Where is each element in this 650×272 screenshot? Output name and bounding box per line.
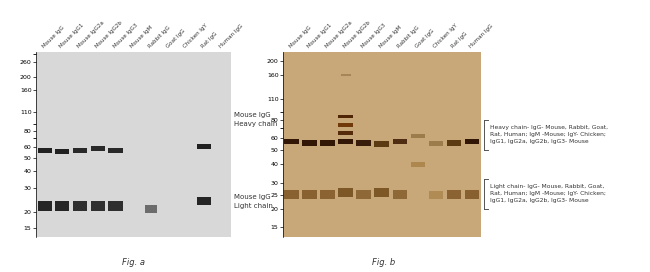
Text: Chicken IgY: Chicken IgY (183, 23, 209, 49)
Text: Mouse IgG: Mouse IgG (41, 25, 65, 49)
Text: Mouse IgM: Mouse IgM (378, 25, 402, 49)
Text: Mouse IgG1: Mouse IgG1 (306, 23, 333, 49)
Bar (339, 115, 353, 119)
Text: Mouse IgG2b: Mouse IgG2b (94, 20, 123, 49)
Text: Goat IgG: Goat IgG (415, 28, 435, 49)
Text: Mouse IgG2a: Mouse IgG2a (324, 20, 353, 49)
Bar (73, 202, 87, 211)
Bar (284, 139, 299, 144)
Bar (73, 148, 87, 153)
Text: Mouse IgG2a: Mouse IgG2a (77, 20, 105, 49)
Text: Human IgG: Human IgG (469, 23, 494, 49)
Text: Fig. b: Fig. b (372, 258, 395, 267)
Bar (197, 144, 211, 149)
Text: Mouse IgM: Mouse IgM (130, 25, 154, 49)
Text: Fig. a: Fig. a (122, 258, 145, 267)
Bar (55, 202, 70, 211)
Bar (284, 190, 299, 199)
Text: Rat IgG: Rat IgG (201, 31, 218, 49)
Text: Mouse IgG1: Mouse IgG1 (58, 23, 85, 49)
Bar (393, 190, 408, 199)
Bar (320, 190, 335, 199)
Bar (374, 188, 389, 196)
Bar (411, 162, 425, 167)
Text: Mouse IgG3: Mouse IgG3 (112, 23, 138, 49)
Bar (428, 191, 443, 199)
Bar (411, 134, 425, 138)
Bar (339, 131, 353, 135)
Text: Heavy chain- IgG- Mouse, Rabbit, Goat,
Rat, Human; IgM -Mouse; IgY- Chicken;
IgG: Heavy chain- IgG- Mouse, Rabbit, Goat, R… (490, 125, 608, 144)
Bar (38, 202, 52, 211)
Bar (341, 75, 351, 76)
Bar (91, 146, 105, 151)
Bar (356, 190, 371, 199)
Bar (320, 140, 335, 146)
Text: Chicken IgY: Chicken IgY (432, 23, 458, 49)
Bar (447, 140, 461, 146)
Bar (55, 149, 70, 154)
Text: Goat IgG: Goat IgG (165, 28, 186, 49)
Bar (428, 141, 443, 146)
Bar (38, 148, 52, 153)
Text: Rat IgG: Rat IgG (450, 31, 469, 49)
Bar (145, 205, 157, 213)
Bar (447, 190, 461, 199)
Bar (109, 202, 123, 211)
Text: Rabbit IgG: Rabbit IgG (148, 25, 172, 49)
Bar (339, 139, 353, 144)
Bar (91, 202, 105, 211)
Text: Human IgG: Human IgG (218, 23, 244, 49)
Bar (393, 139, 408, 144)
Text: Light chain- IgG- Mouse, Rabbit, Goat,
Rat, Human; IgM -Mouse; IgY- Chicken;
IgG: Light chain- IgG- Mouse, Rabbit, Goat, R… (490, 184, 606, 203)
Text: Mouse IgG
Heavy chain: Mouse IgG Heavy chain (234, 112, 278, 127)
Text: Mouse IgG
Light chain: Mouse IgG Light chain (234, 194, 273, 209)
Text: Rabbit IgG: Rabbit IgG (396, 25, 421, 49)
Text: Mouse IgG2b: Mouse IgG2b (343, 20, 371, 49)
Bar (302, 190, 317, 199)
Text: Mouse IgG: Mouse IgG (288, 25, 312, 49)
Bar (356, 140, 371, 146)
Bar (374, 141, 389, 147)
Bar (302, 140, 317, 146)
Bar (465, 139, 480, 144)
Bar (197, 197, 211, 205)
Bar (109, 148, 123, 153)
Text: Mouse IgG3: Mouse IgG3 (360, 23, 387, 49)
Bar (465, 190, 480, 199)
Bar (339, 188, 353, 196)
Bar (339, 123, 353, 127)
